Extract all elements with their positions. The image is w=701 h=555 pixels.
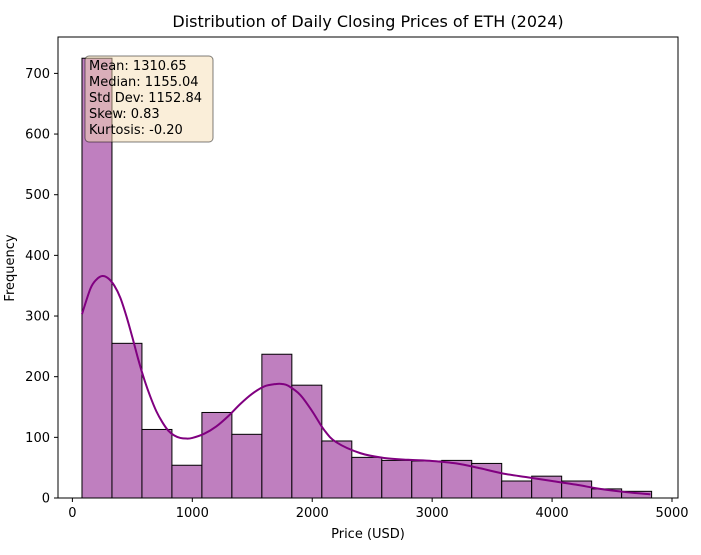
- histogram-bar: [111, 342, 143, 499]
- y-tick-label: 300: [25, 310, 50, 325]
- y-tick-label: 200: [25, 370, 50, 385]
- histogram-bar: [231, 433, 263, 499]
- x-tick-label: 0: [68, 506, 76, 521]
- stat-std-dev: Std Dev: 1152.84: [89, 91, 202, 106]
- histogram-bar: [141, 428, 173, 499]
- y-axis-label: Frequency: [3, 234, 18, 301]
- plot-frame: [57, 36, 679, 499]
- y-tick-label: 0: [42, 492, 50, 507]
- histogram-bar: [351, 456, 383, 499]
- stats-box: Mean: 1310.65 Median: 1155.04 Std Dev: 1…: [84, 55, 214, 143]
- histogram-bar: [261, 353, 293, 499]
- histogram-bar: [471, 462, 503, 499]
- stat-kurtosis: Kurtosis: -0.20: [89, 123, 183, 138]
- stat-median: Median: 1155.04: [89, 75, 199, 90]
- x-tick-label: 3000: [416, 506, 449, 521]
- y-tick-label: 400: [25, 249, 50, 264]
- x-tick-label: 4000: [536, 506, 569, 521]
- x-tick-label: 5000: [655, 506, 688, 521]
- stats-box-background: [84, 55, 214, 143]
- y-tick-label: 600: [25, 128, 50, 143]
- x-axis-ticks: 0 1000 2000 3000 4000 5000: [68, 498, 689, 521]
- histogram-bar: [501, 480, 533, 499]
- histogram-bar: [321, 440, 353, 499]
- x-tick-label: 2000: [296, 506, 329, 521]
- y-tick-label: 500: [25, 188, 50, 203]
- y-tick-label: 700: [25, 67, 50, 82]
- histogram-bar: [171, 464, 203, 499]
- histogram-bar: [381, 459, 413, 499]
- stat-mean: Mean: 1310.65: [89, 59, 187, 74]
- chart-title: Distribution of Daily Closing Prices of …: [172, 12, 563, 31]
- x-axis-label: Price (USD): [331, 527, 405, 542]
- stat-skew: Skew: 0.83: [89, 107, 160, 122]
- kde-curve: [81, 274, 651, 496]
- x-tick-label: 1000: [176, 506, 209, 521]
- histogram-bar: [411, 460, 443, 499]
- y-tick-label: 100: [25, 431, 50, 446]
- y-axis-ticks: 0 100 200 300 400 500 600 700: [25, 67, 58, 507]
